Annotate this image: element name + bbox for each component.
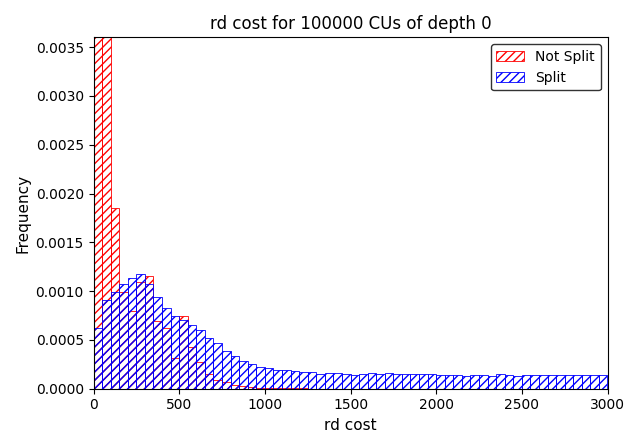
Bar	[256, 366, 265, 389]
Bar	[531, 375, 539, 389]
Bar	[316, 374, 325, 389]
Bar	[410, 374, 419, 389]
Bar	[214, 380, 222, 389]
Bar	[445, 375, 453, 389]
Bar	[265, 367, 273, 389]
Bar	[513, 375, 522, 389]
Bar	[564, 375, 573, 389]
Bar	[171, 358, 179, 389]
Bar	[333, 373, 342, 389]
Y-axis label: Frequency: Frequency	[15, 173, 30, 253]
Bar	[582, 375, 590, 389]
Bar	[256, 388, 265, 389]
X-axis label: rd cost: rd cost	[324, 418, 377, 433]
Bar	[171, 316, 179, 389]
Bar	[273, 370, 282, 389]
Bar	[539, 375, 548, 389]
Bar	[162, 308, 171, 389]
Bar	[162, 328, 171, 389]
Bar	[136, 274, 145, 389]
Bar	[222, 383, 230, 389]
Bar	[230, 356, 239, 389]
Bar	[453, 375, 462, 389]
Bar	[282, 388, 291, 389]
Bar	[102, 21, 111, 389]
Bar	[265, 388, 273, 389]
Bar	[136, 281, 145, 389]
Bar	[154, 297, 162, 389]
Bar	[179, 320, 188, 389]
Bar	[599, 375, 607, 389]
Bar	[299, 372, 308, 389]
Bar	[573, 375, 582, 389]
Bar	[419, 374, 428, 389]
Bar	[556, 375, 564, 389]
Bar	[196, 362, 205, 389]
Bar	[248, 388, 256, 389]
Bar	[548, 375, 556, 389]
Bar	[402, 374, 410, 389]
Bar	[522, 375, 531, 389]
Bar	[479, 375, 488, 389]
Bar	[214, 344, 222, 389]
Bar	[359, 374, 367, 389]
Bar	[128, 311, 136, 389]
Bar	[282, 370, 291, 389]
Bar	[325, 373, 333, 389]
Bar	[111, 208, 119, 389]
Bar	[496, 374, 505, 389]
Bar	[436, 375, 445, 389]
Bar	[93, 0, 102, 389]
Bar	[239, 361, 248, 389]
Bar	[590, 375, 599, 389]
Legend: Not Split, Split: Not Split, Split	[491, 44, 600, 90]
Bar	[93, 328, 102, 389]
Bar	[342, 374, 351, 389]
Bar	[111, 293, 119, 389]
Bar	[470, 375, 479, 389]
Bar	[488, 376, 496, 389]
Bar	[222, 351, 230, 389]
Bar	[291, 371, 299, 389]
Bar	[239, 386, 248, 389]
Bar	[128, 278, 136, 389]
Bar	[428, 374, 436, 389]
Bar	[205, 338, 214, 389]
Bar	[367, 373, 376, 389]
Bar	[188, 347, 196, 389]
Bar	[376, 374, 385, 389]
Bar	[188, 325, 196, 389]
Bar	[248, 364, 256, 389]
Bar	[351, 375, 359, 389]
Bar	[230, 385, 239, 389]
Bar	[196, 330, 205, 389]
Bar	[308, 372, 316, 389]
Bar	[119, 292, 128, 389]
Bar	[154, 321, 162, 389]
Bar	[179, 316, 188, 389]
Bar	[385, 373, 394, 389]
Title: rd cost for 100000 CUs of depth 0: rd cost for 100000 CUs of depth 0	[210, 15, 492, 33]
Bar	[145, 284, 154, 389]
Bar	[205, 375, 214, 389]
Bar	[102, 300, 111, 389]
Bar	[119, 284, 128, 389]
Bar	[394, 374, 402, 389]
Bar	[505, 375, 513, 389]
Bar	[145, 276, 154, 389]
Bar	[462, 376, 470, 389]
